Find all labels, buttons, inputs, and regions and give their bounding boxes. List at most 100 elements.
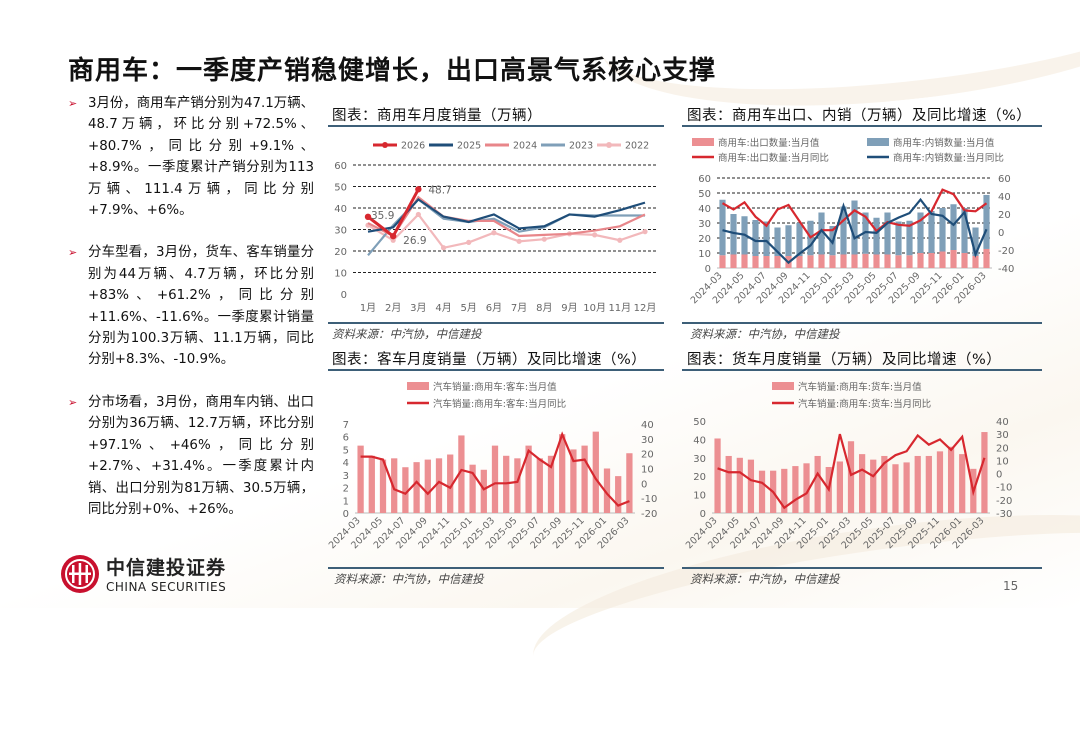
y-tick-label: 1	[343, 496, 349, 507]
legend-label: 汽车销量:商用车:货车:当月值	[798, 381, 922, 393]
bar	[570, 449, 577, 513]
x-tick-label: 9月	[561, 302, 577, 314]
legend-swatch	[692, 138, 714, 146]
yoy-line	[717, 433, 986, 510]
source-rule	[682, 567, 1042, 569]
source-note: 资料来源：中汽协，中信建投	[690, 572, 840, 586]
bar	[972, 256, 979, 268]
y2-tick-label: 20	[996, 443, 1009, 454]
bar	[736, 457, 743, 513]
bar	[895, 255, 902, 268]
bar	[725, 455, 732, 513]
y2-tick-label: 10	[641, 465, 654, 476]
legend-swatch	[867, 138, 889, 146]
y-tick-label: 7	[343, 420, 349, 431]
bar	[947, 446, 955, 513]
source-note: 资料来源：中汽协，中信建投	[332, 327, 482, 341]
bar	[928, 211, 935, 253]
bar	[547, 455, 555, 513]
legend-label: 2025	[457, 141, 481, 152]
bar	[983, 194, 990, 249]
y-tick-label: 60	[334, 161, 347, 172]
bar	[847, 441, 855, 513]
bar	[796, 223, 803, 256]
bar	[859, 454, 866, 513]
y-tick-label: 10	[693, 491, 706, 502]
data-point-2026	[415, 186, 422, 193]
legend-swatch	[407, 382, 429, 390]
export-domestic-combo-chart: 0102030405060-40-2002040602024-032024-05…	[689, 137, 1015, 306]
y-tick-label: 0	[341, 290, 347, 301]
bar	[774, 227, 781, 256]
bar	[357, 445, 364, 513]
bar	[884, 212, 891, 255]
y-tick-label: 0	[343, 509, 349, 520]
bar	[536, 458, 543, 513]
bar	[950, 204, 957, 250]
legend-label: 2024	[513, 141, 537, 152]
bar	[807, 255, 814, 268]
bar	[959, 454, 966, 513]
bullet-paragraph: ➢ 分市场看，3月份，商用车内销、出口分别为36万辆、12.7万辆，环比分别+97…	[68, 392, 314, 520]
legend-label: 商用车:出口数量:当月值	[718, 137, 820, 149]
chart-title-truck: 图表：货车月度销量（万辆）及同比增速（%）	[687, 352, 1002, 368]
bar	[906, 255, 913, 268]
bar	[391, 458, 398, 513]
bar	[840, 254, 847, 268]
summary-text: ➢ 3月份，商用车产销分别为47.1万辆、48.7万辆，环比分别+72.5%、+8…	[68, 93, 314, 541]
y2-tick-label: 30	[641, 435, 654, 446]
bar	[785, 225, 792, 256]
legend-label: 商用车:内销数量:当月值	[893, 137, 995, 149]
legend-label: 2026	[401, 141, 425, 152]
bar	[928, 253, 935, 268]
data-point-2026	[389, 232, 397, 240]
bar	[435, 458, 443, 513]
y-tick-label: 10	[334, 269, 347, 280]
bar	[818, 212, 825, 255]
y-tick-label: 40	[693, 435, 706, 446]
yoy-line	[722, 197, 988, 265]
data-point-2022	[466, 239, 472, 245]
y-tick-label: 20	[698, 234, 711, 245]
x-tick-label: 8月	[536, 302, 552, 314]
y-tick-label: 2	[343, 484, 349, 495]
chart-title-cv-monthly: 图表：商用车月度销量（万辆）	[332, 108, 542, 124]
x-tick-label: 1月	[360, 302, 376, 314]
bar	[626, 453, 633, 513]
bar	[851, 200, 858, 255]
bar	[796, 256, 803, 268]
x-tick-label: 2月	[385, 302, 401, 314]
data-point-2022	[440, 245, 447, 251]
y-tick-label: 40	[334, 204, 347, 215]
source-rule	[328, 567, 664, 569]
cv-monthly-line-chart: 0 10 20 30 40 50 60 1月 2月 3月 4月 5月 6月 7月 8月 9月 10月 11月 12月…	[334, 141, 657, 314]
legend-label: 商用车:内销数量:当月同比	[893, 152, 1004, 164]
bar	[559, 434, 566, 513]
bar	[413, 462, 420, 513]
data-point-2022	[415, 211, 421, 218]
bar	[936, 451, 944, 513]
y-tick-label: 50	[698, 189, 711, 200]
legend-label: 2022	[625, 141, 649, 152]
bar	[925, 455, 932, 513]
arrow-bullet-icon: ➢	[68, 395, 78, 409]
source-rule	[682, 322, 1042, 324]
y2-tick-label: 20	[998, 210, 1011, 221]
data-point-2022	[491, 230, 497, 236]
x-tick-label: 10月	[583, 302, 606, 314]
y2-tick-label: 40	[641, 420, 654, 431]
bar	[881, 455, 888, 513]
bar	[402, 467, 409, 513]
bar	[763, 256, 770, 268]
y-tick-label: 5	[343, 445, 349, 456]
title-rule	[682, 369, 1042, 371]
data-point-2022	[541, 236, 547, 242]
y-tick-label: 0	[705, 264, 711, 275]
y2-tick-label: -40	[998, 264, 1014, 275]
yoy-line	[721, 188, 988, 239]
bar	[862, 253, 869, 268]
y-tick-label: 20	[334, 247, 347, 258]
x-tick-label: 12月	[634, 302, 657, 314]
bar	[379, 459, 387, 513]
bar	[870, 459, 877, 513]
